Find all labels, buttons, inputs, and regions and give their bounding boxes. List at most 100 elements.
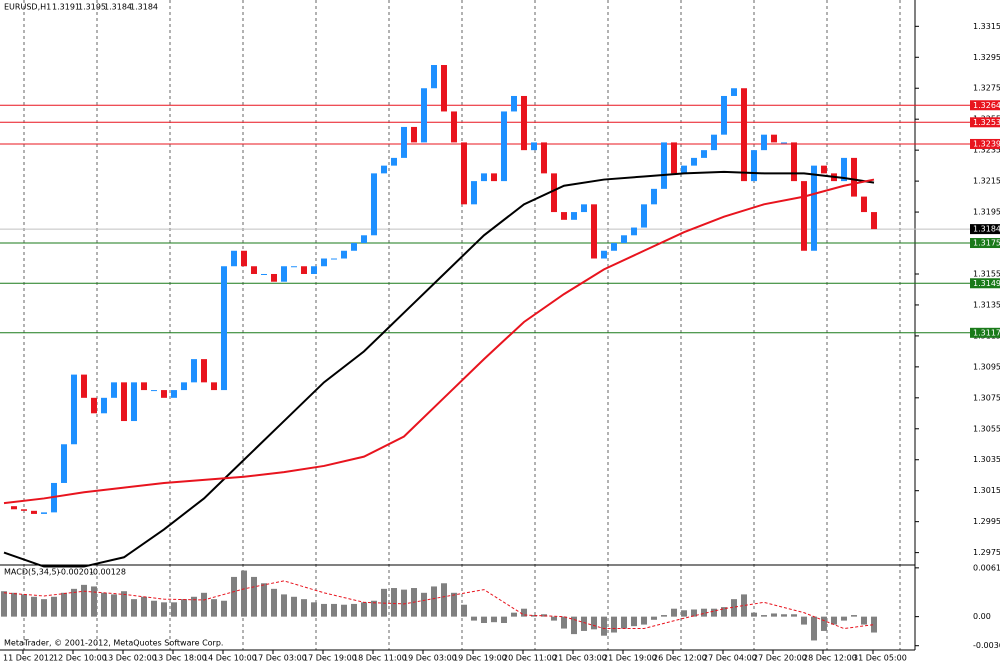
x-tick-label: 13 Dec 18:00 [153,654,207,663]
candle [41,512,47,514]
candle [671,142,677,174]
candle [291,266,297,268]
level-label: 1.3149 [973,279,1000,288]
macd-bar [391,588,397,617]
y-tick-label: 1.3055 [973,424,1000,433]
candle [61,444,67,483]
macd-bar [731,599,737,617]
x-tick-label: 17 Dec 03:00 [253,654,307,663]
candle [361,235,367,244]
macd-value: -0.00201 [58,568,94,577]
candle [141,382,147,391]
candle [321,258,327,267]
candle [101,397,107,414]
macd-bar [591,616,597,630]
quote-high: 1.3195 [78,3,106,12]
macd-bar [601,616,607,636]
macd-bar [131,599,137,617]
macd-bar [211,599,217,617]
candle [201,359,207,383]
level-label: 1.3239 [973,139,1000,148]
macd-bar [111,594,117,617]
macd-bar [11,592,17,617]
macd-bar [851,615,857,617]
macd-bar [151,600,157,617]
candle [311,266,317,274]
quote-low: 1.3184 [104,3,132,12]
macd-bar [551,616,557,621]
candle [481,173,487,182]
footer: MetaTrader, © 2001-2012, MetaQuotes Soft… [4,639,223,648]
macd-bar [571,616,577,635]
candle [621,235,627,244]
macd-bar [651,616,657,620]
candle [791,142,797,182]
x-tick-label: 28 Dec 12:00 [803,654,857,663]
candle [421,88,427,143]
macd-bar [671,608,677,617]
macd-bar [181,599,187,617]
x-tick-label: 11 Dec 2012 [3,654,54,663]
macd-bar [751,612,757,617]
macd-bar [271,588,277,617]
macd-bar [641,616,647,625]
candle [731,88,737,96]
candle [121,382,127,422]
macd-bar [101,592,107,617]
y-tick-label: 1.3295 [973,53,1000,62]
level-label: 1.3264 [973,101,1000,110]
macd-bar [801,616,807,625]
macd-bar [241,570,247,617]
level-label-box [970,278,1000,289]
macd-bar [191,596,197,617]
x-tick-label: 19 Dec 03:00 [403,654,457,663]
candle [31,510,37,514]
candle [771,134,777,143]
macd-bar [521,608,527,617]
candle [151,390,157,392]
candle [561,212,567,220]
y-tick-label: 1.3215 [973,177,1000,186]
macd-bar [831,616,837,625]
candle [581,204,587,213]
macd-bar [281,594,287,617]
x-tick-label: 27 Dec 20:00 [753,654,807,663]
macd-bar [311,602,317,617]
macd-bar [721,607,727,617]
x-tick-label: 18 Dec 11:00 [353,654,407,663]
moving-average [3,170,875,568]
macd-bar [121,591,127,617]
x-tick-label: 13 Dec 02:00 [103,654,157,663]
macd-bar [21,594,27,617]
macd-y-tick-label: -0.00366 [973,641,1000,650]
macd-bar [771,613,777,617]
macd-bar [321,603,327,617]
candle [601,250,607,259]
candle [221,266,227,391]
macd-bar [481,616,487,623]
candle [451,111,457,143]
candle [181,382,187,391]
candle [781,142,787,144]
level-label-box [970,327,1000,338]
candle [381,165,387,174]
macd-bar [701,608,707,617]
symbol: EURUSD,H1 [4,3,51,12]
candle [171,390,177,398]
macd-bar [681,610,687,617]
y-tick-label: 1.3235 [973,146,1000,155]
candle [191,359,197,383]
candle [711,134,717,151]
macd-bar [301,599,307,617]
x-tick-label: 12 Dec 10:00 [53,654,107,663]
macd-bar [361,602,367,617]
candle [341,250,347,259]
macd-bar [141,596,147,617]
candle [721,95,727,135]
macd-bar [201,592,207,617]
current-price-box [970,224,1000,235]
macd-bar [431,586,437,617]
candle [91,397,97,414]
